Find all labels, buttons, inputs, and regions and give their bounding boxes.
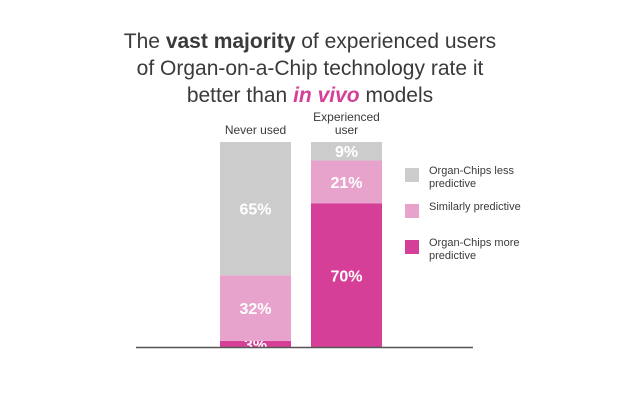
chart-title: The vast majority of experienced users o… — [90, 28, 530, 109]
legend-label-more-predictive: Organ-Chips more predictive — [429, 237, 520, 262]
data-label-experienced-user-organ-chips-more-predictive: 70% — [330, 268, 362, 285]
legend-label-less-predictive: Organ-Chips less predictive — [429, 165, 514, 190]
title-part2: of experienced users — [301, 30, 497, 53]
title-part1: The — [123, 30, 160, 53]
legend-swatch-more-predictive — [405, 240, 419, 254]
legend-item-similarly-predictive: Similarly predictive — [405, 201, 545, 237]
legend-swatch-less-predictive — [405, 168, 419, 182]
data-label-never-used-organ-chips-more-predictive: 3% — [244, 337, 267, 354]
bar-segment-experienced-user-similarly-predictive — [311, 160, 382, 204]
data-label-never-used-similarly-predictive: 32% — [239, 301, 271, 318]
data-label-experienced-user-similarly-predictive: 21% — [330, 175, 362, 192]
bar-segment-experienced-user-organ-chips-less-predictive — [311, 142, 382, 161]
data-label-never-used-organ-chips-less-predictive: 65% — [239, 202, 271, 219]
bar-segment-experienced-user-organ-chips-more-predictive — [311, 203, 382, 347]
title-part5: models — [365, 84, 434, 107]
title-part4: better than — [186, 84, 288, 107]
legend-swatch-similarly-predictive — [405, 204, 419, 218]
category-label-never-used: Never used — [225, 123, 286, 137]
bar-segment-never-used-organ-chips-more-predictive — [220, 340, 291, 347]
title-part3: of Organ-on-a-Chip technology rate it — [136, 57, 484, 80]
legend-label-similarly-predictive: Similarly predictive — [429, 201, 521, 213]
title-emphasis-in-vivo: in vivo — [293, 84, 360, 107]
data-label-experienced-user-organ-chips-less-predictive: 9% — [335, 144, 358, 161]
bar-segment-never-used-similarly-predictive — [220, 275, 291, 341]
category-label-experienced-user: Experienced user — [313, 110, 380, 137]
chart-legend: Organ-Chips less predictive Similarly pr… — [405, 165, 545, 273]
title-emphasis-vast-majority: vast majority — [165, 30, 296, 53]
legend-item-more-predictive: Organ-Chips more predictive — [405, 237, 545, 273]
legend-item-less-predictive: Organ-Chips less predictive — [405, 165, 545, 201]
bar-segment-never-used-organ-chips-less-predictive — [220, 142, 291, 276]
